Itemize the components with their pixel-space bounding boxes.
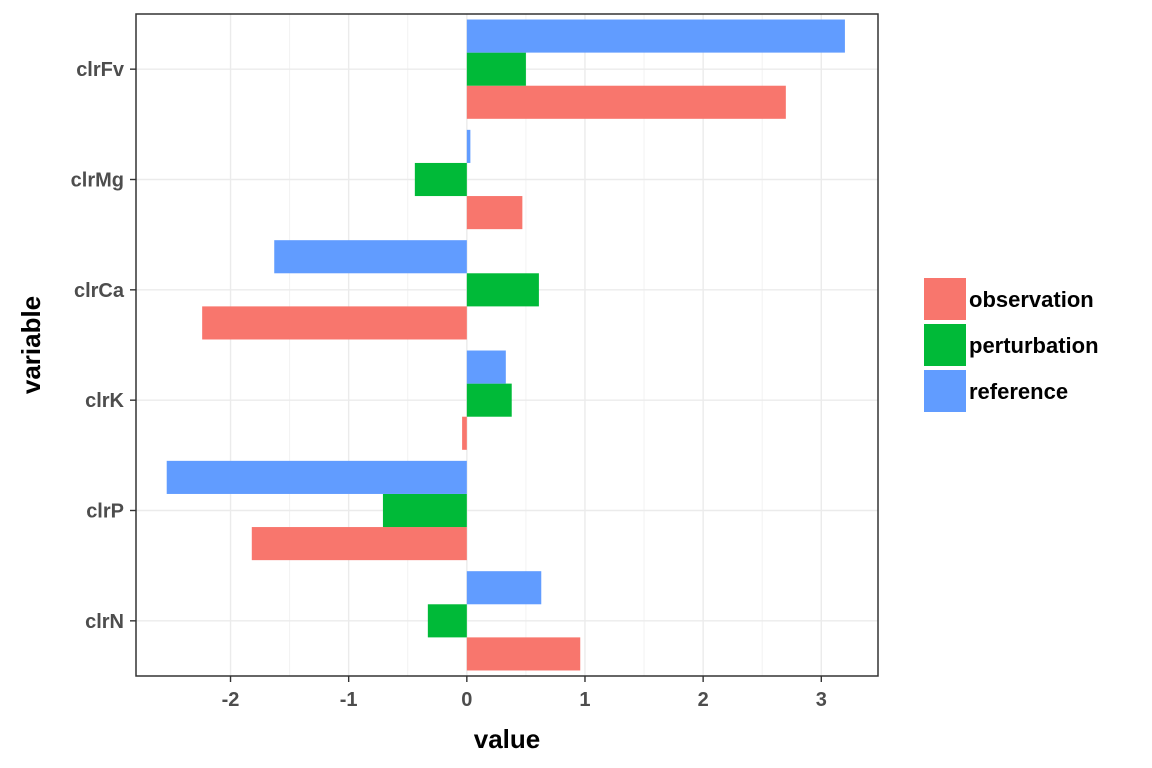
bar-perturbation-clrN [427,604,467,638]
bar-perturbation-clrFv [466,52,526,86]
bar-reference-clrN [466,571,542,605]
y-tick-label: clrP [86,501,124,523]
x-axis: -2 -1 0 1 2 3 [222,676,827,711]
bar-perturbation-clrP [382,493,467,528]
legend-label-perturbation: perturbation [969,333,1099,358]
x-tick-label: 2 [698,689,709,711]
legend-label-observation: observation [969,287,1094,312]
bar-perturbation-clrCa [466,273,539,307]
bar-perturbation-clrMg [414,162,467,197]
x-tick-label: -1 [340,689,358,711]
x-tick-label: 1 [579,689,590,711]
x-tick-label: 0 [461,689,472,711]
y-axis: clrFv clrMg clrCa clrK clrP clrN [71,59,136,633]
bar-observation-clrN [466,637,581,671]
bar-reference-clrP [166,460,467,494]
bar-observation-clrK [462,416,467,450]
legend-label-reference: reference [969,379,1068,404]
panel-border [135,13,879,677]
bar-reference-clrK [466,350,506,384]
bar-observation-clrMg [466,196,523,230]
legend: observation perturbation reference [924,278,1099,412]
bar-reference-clrFv [466,19,845,53]
bar-reference-clrCa [274,240,467,274]
y-tick-label: clrCa [74,280,125,302]
y-tick-label: clrK [85,390,124,412]
x-tick-label: -2 [222,689,240,711]
y-tick-label: clrN [85,611,124,633]
legend-key-observation [924,278,966,320]
x-axis-title: value [474,724,541,754]
legend-key-perturbation [924,324,966,366]
bar-perturbation-clrK [466,383,512,417]
legend-key-reference [924,370,966,412]
y-tick-label: clrMg [71,170,124,192]
bar-observation-clrFv [466,85,786,119]
bar-reference-clrMg [466,129,471,163]
y-axis-title: variable [16,296,46,394]
bar-observation-clrP [251,527,467,561]
bars [166,19,845,671]
y-tick-label: clrFv [76,59,125,81]
x-tick-label: 3 [816,689,827,711]
bar-observation-clrCa [202,306,467,340]
